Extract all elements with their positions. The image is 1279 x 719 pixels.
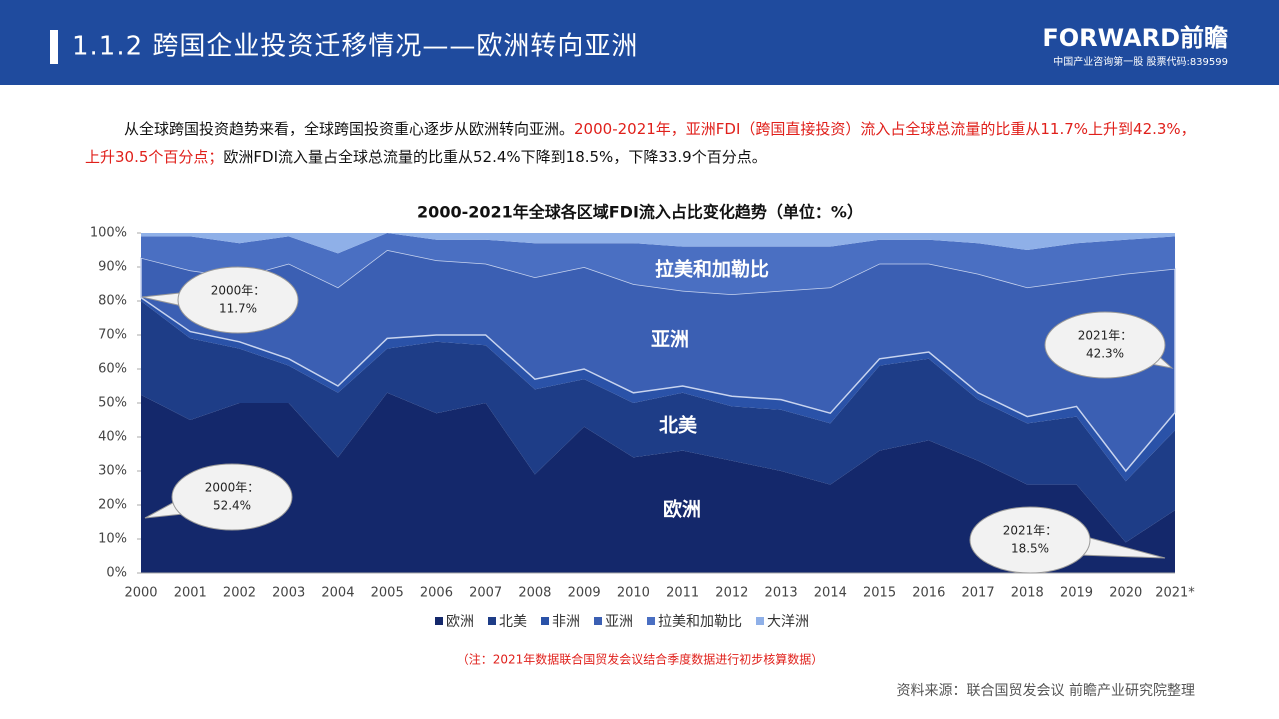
x-tick-label: 2011 [666,586,699,601]
intro-text: 欧洲FDI流入量占全球总流量的比重从52.4%下降到18.5%，下降33.9个百… [223,148,767,166]
chart-title: 2000-2021年全球各区域FDI流入占比变化趋势（单位：%） [417,203,863,222]
callout [171,463,293,531]
y-tick-label: 10% [98,532,127,547]
area [141,233,1175,295]
header-title: 1.1.2 跨国企业投资迁移情况——欧洲转向亚洲 [72,32,638,62]
legend-label: 拉美和加勒比 [658,614,742,630]
x-tick-label: 2012 [715,586,748,601]
x-tick-label: 2008 [518,586,551,601]
legend-label: 亚洲 [605,614,633,630]
area [141,301,1175,543]
x-tick-label: 2014 [814,586,847,601]
callout-text: 2021年： [1003,524,1058,538]
intro-text: 从全球跨国投资趋势来看，全球跨国投资重心逐步从欧洲转向亚洲。 [124,120,575,138]
legend-marker [756,617,764,625]
legend-marker [541,617,549,625]
callout [177,266,299,334]
logo-sub: 中国产业咨询第一股 股票代码:839599 [1053,55,1228,68]
callout [1044,311,1166,379]
x-tick-label: 2009 [568,586,601,601]
y-tick-label: 70% [98,328,127,343]
x-tick-label: 2003 [272,586,305,601]
source: 资料来源：联合国贸发会议 前瞻产业研究院整理 [897,682,1195,699]
y-tick-label: 30% [98,464,127,479]
x-tick-label: 2018 [1011,586,1044,601]
x-tick-label: 2017 [962,586,995,601]
intro: 从全球跨国投资趋势来看，全球跨国投资重心逐步从欧洲转向亚洲。2000-2021年… [85,115,1200,171]
y-tick-label: 100% [90,226,127,241]
x-tick-label: 2001 [174,586,207,601]
header-bar [0,0,1279,85]
legend-label: 非洲 [552,614,580,630]
callout-text: 2000年： [205,481,260,495]
area-label: 北美 [659,414,698,437]
x-tick-label: 2006 [420,586,453,601]
x-tick-label: 2004 [321,586,354,601]
x-tick-label: 2015 [863,586,896,601]
callout-text: 2021年： [1078,329,1133,343]
area [141,233,1175,254]
legend-marker [594,617,602,625]
legend-marker [435,617,443,625]
y-tick-label: 0% [106,566,127,581]
x-tick-label: 2020 [1109,586,1142,601]
x-tick-label: 2010 [617,586,650,601]
callout-text: 52.4% [213,499,251,513]
area [141,392,1175,573]
x-tick-label: 2021* [1155,586,1195,601]
area-label: 亚洲 [651,329,689,351]
header-marker [50,30,58,64]
y-tick-label: 60% [98,362,127,377]
callout-text: 42.3% [1086,347,1124,361]
logo: FORWARD前瞻 [1042,24,1228,52]
legend-label: 北美 [499,614,527,630]
area-label: 拉美和加勒比 [655,258,769,281]
intro-highlight: 2000-2021年，亚洲FDI（跨国直接投资）流入占全球总流量的比重从11.7… [85,120,1196,166]
y-tick-label: 80% [98,294,127,309]
legend-label: 欧洲 [446,614,474,630]
y-tick-label: 40% [98,430,127,445]
y-tick-label: 20% [98,498,127,513]
legend-marker [488,617,496,625]
x-tick-label: 2019 [1060,586,1093,601]
y-tick-label: 50% [98,396,127,411]
x-tick-label: 2005 [371,586,404,601]
callout [969,506,1091,574]
area-label: 欧洲 [663,498,701,521]
legend-marker [647,617,655,625]
y-tick-label: 90% [98,260,127,275]
x-tick-label: 2013 [765,586,798,601]
x-tick-label: 2007 [469,586,502,601]
callout-text: 2000年： [211,284,266,298]
x-tick-label: 2000 [124,586,157,601]
callout-text: 18.5% [1011,542,1049,556]
x-tick-label: 2016 [912,586,945,601]
x-tick-label: 2002 [223,586,256,601]
callout-text: 11.7% [219,302,257,316]
note: （注：2021年数据联合国贸发会议结合季度数据进行初步核算数据） [457,652,824,667]
legend-label: 大洋洲 [767,614,809,630]
